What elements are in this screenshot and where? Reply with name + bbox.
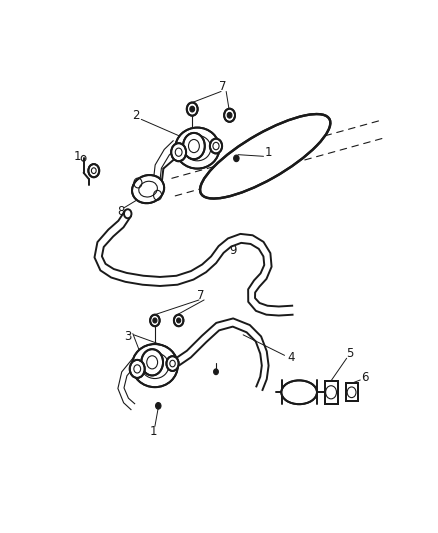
Circle shape [124,209,131,219]
Text: 1: 1 [265,146,272,159]
Circle shape [155,402,161,409]
Ellipse shape [132,344,178,387]
Circle shape [166,356,179,371]
Circle shape [153,318,157,323]
Text: 8: 8 [117,205,125,218]
Bar [325,381,338,404]
Bar [346,383,357,401]
Text: 4: 4 [287,351,294,364]
Circle shape [183,133,205,159]
Text: 7: 7 [219,80,226,93]
Circle shape [177,318,181,323]
Text: 2: 2 [132,109,140,122]
Ellipse shape [200,114,330,198]
Text: 3: 3 [124,330,131,343]
Circle shape [88,164,99,177]
Circle shape [233,155,239,161]
Circle shape [130,360,145,378]
Circle shape [150,314,159,326]
Circle shape [174,314,184,326]
Text: 1: 1 [149,425,157,438]
Circle shape [171,143,186,161]
Circle shape [187,102,198,116]
Text: 9: 9 [229,244,237,257]
Circle shape [224,109,235,122]
Ellipse shape [281,381,317,404]
Ellipse shape [175,127,219,168]
Circle shape [214,369,219,375]
Circle shape [141,349,163,375]
Text: 7: 7 [197,289,205,302]
Bar [346,383,357,401]
Circle shape [227,112,232,118]
Text: 6: 6 [362,372,369,384]
Ellipse shape [132,175,164,203]
Text: 1: 1 [74,150,81,163]
Text: 5: 5 [346,347,354,360]
Circle shape [210,139,222,154]
Circle shape [190,106,194,112]
Bar [325,381,338,404]
